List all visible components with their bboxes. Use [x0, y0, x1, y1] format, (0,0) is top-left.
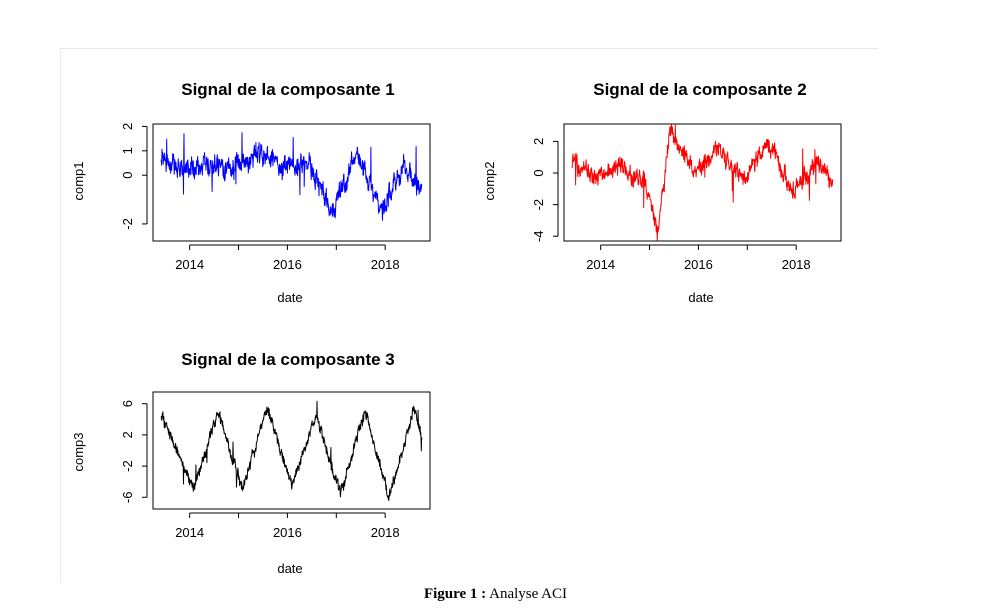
panel-1-x-axis: 2014 2016 2018 [175, 244, 400, 272]
figure-caption-text: Analyse ACI [489, 586, 568, 602]
panel-3-y-tick-label: -2 [120, 460, 135, 472]
panel-3-plot-box [152, 391, 431, 510]
panel-1-y-label: comp1 [71, 161, 86, 200]
panel-1-x-tick-label: 2014 [175, 257, 204, 272]
panel-3-x-tick-label: 2014 [175, 525, 204, 540]
panel-2-y-axis: -4 -2 0 2 [531, 138, 559, 242]
panel-3-y-tick-label: 6 [120, 400, 135, 407]
panel-1-x-tick-label: 2016 [273, 257, 302, 272]
panel-3-x-tick-label: 2018 [371, 525, 400, 540]
figure-left-rule [60, 48, 61, 583]
panel-1-y-tick-label: 0 [120, 172, 135, 179]
panel-1-y-axis: -2 0 1 2 [120, 123, 148, 230]
panel-3-y-axis: -6 -2 2 6 [120, 400, 148, 504]
panel-2-x-label: date [688, 290, 713, 305]
panel-2-y-tick-label: -2 [531, 199, 546, 211]
panel-1-title: Signal de la composante 1 [181, 80, 395, 99]
panel-2-title: Signal de la composante 2 [593, 80, 807, 99]
panel-1-y-tick-label: 2 [120, 123, 135, 130]
panel-3-y-tick-label: 2 [120, 431, 135, 438]
panel-2-y-tick-label: 2 [531, 138, 546, 145]
panel-2-y-tick-label: -4 [531, 230, 546, 242]
panel-3-title: Signal de la composante 3 [181, 350, 395, 369]
panel-1-plot-box [152, 123, 431, 242]
panel-2-y-tick-label: 0 [531, 169, 546, 176]
panel-3-x-label: date [277, 561, 302, 576]
panel-1-series-line [160, 132, 423, 221]
panel-3: Signal de la composante 3 -6-226 2014 201… [71, 350, 431, 576]
figure-top-rule [60, 48, 878, 49]
figure-caption: Figure 1 : Analyse ACI [0, 586, 991, 603]
figure-caption-label: Figure 1 : [423, 586, 487, 602]
panel-3-series-line [160, 400, 423, 501]
panel-1-x-label: date [277, 290, 302, 305]
panel-3-x-axis: 2014 2016 2018 [175, 512, 400, 540]
panel-1: Signal de la composante 1 -2 0 1 2 2014 2016… [71, 80, 431, 305]
figure-panels: Signal de la composante 1 -2 0 1 2 2014 2016… [71, 80, 842, 576]
panel-2-x-tick-label: 2016 [684, 257, 713, 272]
panel-3-x-tick-label: 2016 [273, 525, 302, 540]
panel-1-y-tick-label: -2 [120, 218, 135, 230]
panel-1-x-tick-label: 2018 [371, 257, 400, 272]
panel-2: Signal de la composante 2 -4-202 2014 201… [482, 80, 842, 305]
panel-2-x-tick-label: 2018 [782, 257, 811, 272]
panel-2-series-line [571, 124, 834, 241]
panel-2-x-tick-label: 2014 [586, 257, 615, 272]
panel-2-y-label: comp2 [482, 161, 497, 200]
panel-1-y-tick-label: 1 [120, 147, 135, 154]
panel-3-y-tick-label: -6 [120, 492, 135, 504]
panel-2-x-axis: 2014 2016 2018 [586, 244, 811, 272]
panel-3-y-label: comp3 [71, 432, 86, 471]
panel-2-plot-box [563, 123, 842, 242]
